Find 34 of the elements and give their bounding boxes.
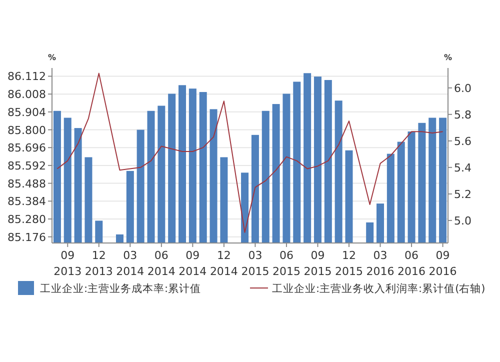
x-tick-label: 12 2013 bbox=[84, 249, 113, 278]
y-tick-label: 85.280 bbox=[8, 212, 46, 226]
legend-label: 工业企业:主营业务成本率:累计值 bbox=[40, 282, 202, 295]
x-tick-label: 09 2013 bbox=[54, 249, 82, 278]
y2-tick-label: 5.4 bbox=[454, 161, 472, 174]
x-tick-label: 09 2014 bbox=[178, 249, 207, 278]
x-tick-label: 06 2015 bbox=[272, 249, 300, 278]
y2-tick-label: 5.0 bbox=[454, 214, 472, 228]
x-tick-label: 12 2015 bbox=[335, 249, 363, 278]
x-tick-label: 09 2016 bbox=[428, 249, 457, 278]
y-tick-label: 86.112 bbox=[8, 70, 46, 84]
x-tick-label: 03 2015 bbox=[241, 249, 270, 278]
legend-label: 工业企业:主营业务收入利润率:累计值(右轴) bbox=[272, 282, 486, 295]
y-tick-label: 85.800 bbox=[8, 124, 46, 137]
line-series bbox=[56, 72, 444, 233]
y2-tick-label: 6.0 bbox=[454, 82, 472, 95]
x-tick-label: 06 2014 bbox=[147, 249, 176, 278]
y2-tick-label: 5.8 bbox=[454, 108, 472, 122]
y-tick-label: 86.008 bbox=[8, 88, 46, 102]
y2-axis-title: % bbox=[444, 53, 452, 62]
x-tick-label: 03 2014 bbox=[116, 249, 144, 278]
x-tick-label: 03 2016 bbox=[366, 249, 394, 278]
y-axis-title: % bbox=[48, 53, 56, 62]
y-tick-label: 85.488 bbox=[8, 177, 46, 190]
y-tick-label: 85.696 bbox=[8, 142, 46, 155]
y-tick-label: 85.592 bbox=[8, 159, 46, 172]
y2-tick-label: 5.6 bbox=[454, 134, 472, 148]
y2-tick-label: 5.2 bbox=[454, 188, 472, 201]
y-tick-label: 85.904 bbox=[8, 106, 46, 119]
y-tick-label: 85.384 bbox=[8, 195, 46, 208]
x-tick-label: 06 2016 bbox=[398, 249, 426, 278]
x-tick-label: 12 2014 bbox=[210, 249, 238, 278]
x-tick-label: 09 2015 bbox=[304, 249, 332, 278]
y-tick-label: 85.176 bbox=[8, 230, 46, 244]
